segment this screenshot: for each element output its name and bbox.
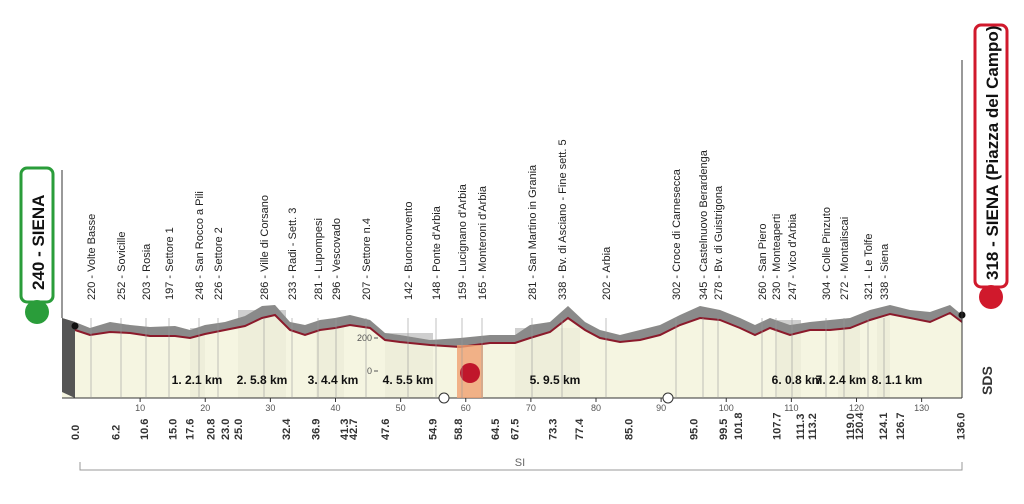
waypoint-label: 247 - Vico d'Arbia [787,213,799,300]
altitude-label: 0 [367,366,372,376]
axis-tick-label: 40 [330,403,340,413]
waypoint-label: 233 - Radi - Sett. 3 [287,208,299,300]
km-label: 99.5 [718,419,730,440]
km-label: 42.7 [348,419,360,440]
waypoint-label: 321 - Le Tolfe [863,234,875,300]
waypoint-label: 286 - Ville di Corsano [259,195,271,300]
km-label: 101.8 [733,412,745,440]
waypoint-label: 304 - Colle Pinzuto [821,207,833,300]
km-label: 6.2 [110,425,122,440]
waypoint-label: 252 - Sovicille [116,232,128,300]
km-label: 113.2 [807,413,819,440]
km-label: 120.4 [854,412,866,440]
km-label: 15.0 [168,419,180,440]
axis-tick-label: 70 [526,403,536,413]
waypoint-label: 296 - Vescovado [331,218,343,300]
sector-label: 3. 4.4 km [308,373,359,387]
km-label: 124.1 [878,412,890,440]
waypoint-label: 281 - San Martino in Grania [527,164,539,300]
axis-tick-label: 50 [396,403,406,413]
axis-tick-label: 10 [135,403,145,413]
waypoint-label: 202 - Arbia [601,246,613,300]
waypoint-label: 197 - Settore 1 [164,227,176,300]
km-label: 95.0 [689,419,701,440]
waypoint-label: 159 - Lucignano d'Arbia [457,183,469,300]
km-label: 126.7 [895,412,907,440]
km-label: 77.4 [574,418,586,440]
km-label: 10.6 [139,419,151,440]
sector-label: 1. 2.1 km [172,373,223,387]
km-label: 41.3 [339,419,351,440]
km-label: 0.0 [70,425,82,440]
start-wall [62,318,75,398]
sector-label: 4. 5.5 km [383,373,434,387]
waypoint-label: 220 - Volte Basse [86,214,98,300]
waypoint-label: 148 - Ponte d'Arbia [431,205,443,300]
axis-tick-label: 130 [914,403,929,413]
waypoint-label: 165 - Monteroni d'Arbia [477,185,489,300]
sector-label: 5. 9.5 km [530,373,581,387]
axis-tick-label: 110 [784,403,798,413]
axis-tick-label: 20 [200,403,210,413]
altitude-label: 200 [357,333,372,343]
km-label: 20.8 [205,419,217,440]
start-label: 240 - SIENA [29,195,48,290]
waypoint-label: 203 - Rosia [141,243,153,300]
logo: SDS [979,366,995,395]
km-label: 58.8 [453,419,465,440]
km-label: 32.4 [281,418,293,440]
km-label: 36.9 [310,419,322,440]
sector-label: 7. 2.4 km [816,373,867,387]
start-dot [71,322,79,330]
sector-label: 2. 5.8 km [237,373,288,387]
axis-tick-label: 60 [461,403,471,413]
waypoint-label: 248 - San Rocco a Pili [194,191,206,300]
start-icon [25,300,49,324]
profile-red-line [74,311,963,349]
km-label: 54.9 [428,419,440,440]
km-label: 73.3 [547,419,559,440]
footer-label: SI [515,457,525,469]
waypoint-label: 281 - Lupompesi [313,218,325,300]
km-label: 64.5 [490,419,502,440]
waypoint-label: 278 - Bv. di Guistrigona [713,185,725,300]
feed-icon [460,363,480,383]
km-label: 111.3 [795,414,807,440]
km-label: 85.0 [624,419,636,440]
marker-icon [662,392,674,404]
axis-tick-label: 120 [849,403,864,413]
km-label: 17.6 [185,419,197,440]
finish-label: 318 - SIENA (Piazza del Campo) [983,26,1002,280]
waypoint-label: 272 - Montaliscai [839,217,851,300]
axis-tick-label: 90 [656,403,666,413]
finish-icon [979,285,1003,309]
km-label: 67.5 [510,419,522,440]
footer-bracket [79,462,963,471]
km-label: 25.0 [233,419,245,440]
km-label: 136.0 [956,412,968,440]
sector-label: 6. 0.8 km [772,373,823,387]
km-label: 23.0 [220,419,232,440]
waypoint-label: 338 - Bv. di Asciano - Fine sett. 5 [557,139,569,300]
waypoint-label: 260 - San Piero [757,224,769,300]
marker-icon [438,392,450,404]
axis-tick-label: 30 [265,403,275,413]
sector-label: 8. 1.1 km [872,373,923,387]
waypoint-label: 345 - Castelnuovo Berardenga [698,149,710,300]
waypoint-label: 207 - Settore n.4 [361,218,373,300]
km-label: 47.6 [380,419,392,440]
waypoint-label: 302 - Croce di Carnesecca [671,168,683,300]
axis-tick-label: 80 [591,403,601,413]
km-label: 107.7 [771,412,783,440]
axis-tick-label: 100 [719,403,734,413]
waypoint-label: 338 - Siena [879,243,891,300]
waypoint-label: 142 - Buonconvento [403,202,415,300]
waypoint-label: 230 - Monteaperti [771,214,783,300]
km-label: 119.0 [845,413,857,440]
waypoint-label: 226 - Settore 2 [213,227,225,300]
